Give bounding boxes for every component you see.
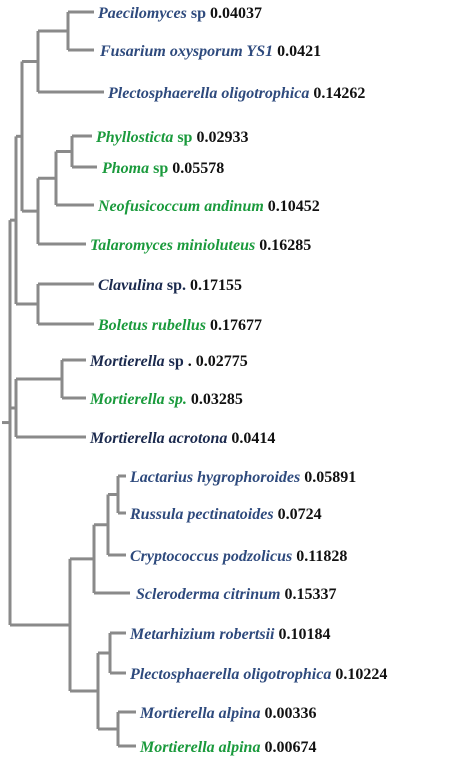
branch-length-value: 0.17155 <box>186 277 242 294</box>
taxon-name: Clavulina <box>98 277 163 294</box>
leaf-label-17: Plectosphaerella oligotrophica 0.10224 <box>129 666 387 683</box>
branch-length-value: 0.00674 <box>260 739 316 756</box>
branch-length-value: 0.10184 <box>274 626 330 643</box>
leaf-label-18: Mortierella alpina 0.00336 <box>139 705 316 722</box>
taxon-name: Phoma <box>101 160 149 177</box>
branch-length-value: 0.0724 <box>274 506 322 523</box>
taxon-name: Plectosphaerella oligotrophica <box>107 85 309 102</box>
tree-branches <box>2 10 136 748</box>
taxon-name: Scleroderma citrinum <box>136 586 280 603</box>
branch-length-value: 0.03285 <box>187 391 243 408</box>
leaf-label-10: Mortierella sp. 0.03285 <box>89 391 243 408</box>
branch-length-value: 0.17677 <box>206 317 262 334</box>
leaf-label-3: Phyllosticta sp 0.02933 <box>95 129 248 146</box>
leaf-label-16: Metarhizium robertsii 0.10184 <box>129 626 330 643</box>
branch-length-value: 0.0414 <box>227 430 275 447</box>
leaf-label-15: Scleroderma citrinum 0.15337 <box>136 586 336 603</box>
leaf-label-4: Phoma sp 0.05578 <box>101 160 224 177</box>
taxon-name: Metarhizium robertsii <box>129 626 275 643</box>
leaf-label-8: Boletus rubellus 0.17677 <box>97 317 262 334</box>
branch-length-value: 0.04037 <box>206 5 262 22</box>
branch-length-value: 0.00336 <box>260 705 316 722</box>
leaf-labels: Paecilomyces sp 0.04037 Fusarium oxysporu… <box>89 5 387 756</box>
branch-length-value: . 0.02775 <box>184 353 248 370</box>
taxon-name: Lactarius hygrophoroides <box>129 469 300 486</box>
leaf-label-7: Clavulina sp. 0.17155 <box>98 277 242 294</box>
taxon-name: Mortierella acrotona <box>89 430 227 447</box>
leaf-label-0: Paecilomyces sp 0.04037 <box>97 5 262 22</box>
branch-length-value: 0.10224 <box>331 666 387 683</box>
taxon-name: Paecilomyces <box>97 5 187 22</box>
leaf-label-13: Russula pectinatoides 0.0724 <box>129 506 322 523</box>
taxon-name: Mortierella alpina <box>139 739 260 756</box>
branch-length-value: 0.0421 <box>273 43 321 60</box>
taxon-name: Plectosphaerella oligotrophica <box>129 666 331 683</box>
branch-length-value: 0.15337 <box>280 586 336 603</box>
leaf-label-2: Plectosphaerella oligotrophica 0.14262 <box>107 85 365 102</box>
leaf-label-19: Mortierella alpina 0.00674 <box>139 739 316 756</box>
branch-length-value: 0.02933 <box>192 129 248 146</box>
taxon-suffix: sp <box>173 129 192 146</box>
leaf-label-12: Lactarius hygrophoroides 0.05891 <box>129 469 356 486</box>
branch-length-value: 0.10452 <box>264 198 320 215</box>
taxon-name: Mortierella alpina <box>139 705 260 722</box>
taxon-name: Boletus rubellus <box>97 317 206 334</box>
taxon-name: Mortierella <box>89 353 165 370</box>
leaf-label-6: Talaromyces minioluteus 0.16285 <box>90 237 311 254</box>
branch-length-value: 0.14262 <box>309 85 365 102</box>
taxon-name: Mortierella sp. <box>89 391 187 408</box>
taxon-suffix: sp <box>165 353 184 370</box>
taxon-suffix: sp <box>187 5 206 22</box>
taxon-name: Russula pectinatoides <box>129 506 274 523</box>
taxon-name: Talaromyces minioluteus <box>90 237 255 254</box>
taxon-name: Fusarium oxysporum YS1 <box>99 43 273 60</box>
branch-length-value: 0.05891 <box>300 469 356 486</box>
taxon-suffix: sp. <box>163 277 186 294</box>
leaf-label-11: Mortierella acrotona 0.0414 <box>89 430 275 447</box>
branch-length-value: 0.16285 <box>255 237 311 254</box>
taxon-name: Neofusicoccum andinum <box>97 198 264 215</box>
taxon-suffix: sp <box>149 160 168 177</box>
leaf-label-5: Neofusicoccum andinum 0.10452 <box>97 198 320 215</box>
leaf-label-14: Cryptococcus podzolicus 0.11828 <box>130 548 347 565</box>
branch-length-value: 0.11828 <box>292 548 347 565</box>
taxon-name: Phyllosticta <box>95 129 173 146</box>
taxon-name: Cryptococcus podzolicus <box>130 548 292 565</box>
leaf-label-1: Fusarium oxysporum YS1 0.0421 <box>99 43 321 60</box>
branch-length-value: 0.05578 <box>168 160 224 177</box>
leaf-label-9: Mortierella sp . 0.02775 <box>89 353 248 370</box>
